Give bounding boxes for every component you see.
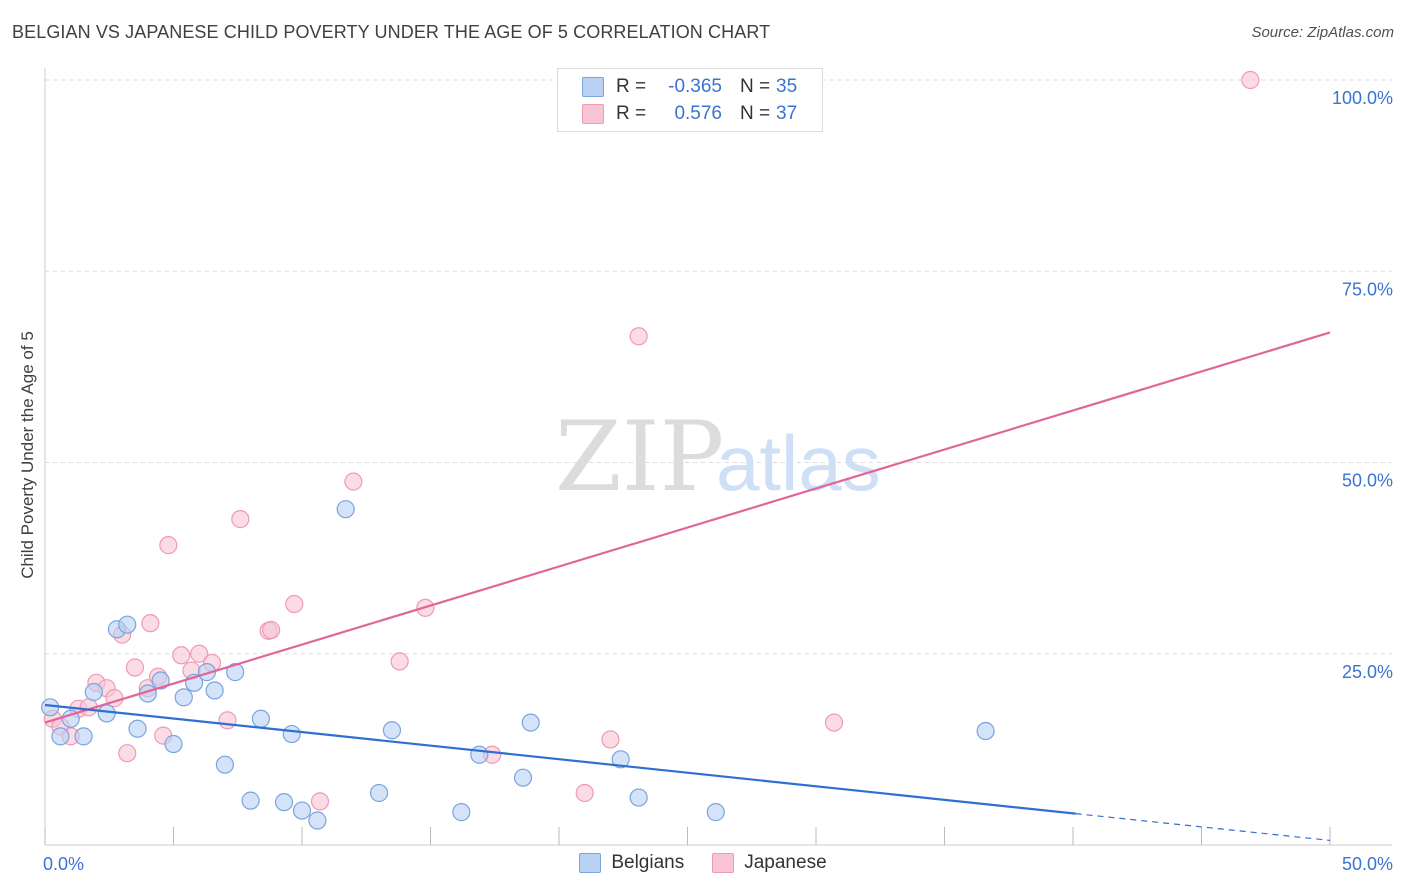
belgian-point — [382, 721, 402, 740]
belgian-point — [215, 755, 234, 774]
series-legend: Belgians Japanese — [0, 852, 1406, 874]
belgians-legend-swatch — [579, 853, 602, 873]
correlation-legend: R = -0.365 N = 35 R = 0.576 N = 37 — [557, 68, 823, 132]
japanese-point — [824, 713, 844, 732]
r-label: R = — [616, 76, 647, 97]
y-tick-label: 25.0% — [1342, 662, 1393, 682]
belgians-n-value: 35 — [776, 76, 798, 97]
belgian-point — [97, 704, 116, 723]
japanese-point — [118, 744, 137, 763]
japanese-point — [1241, 70, 1260, 90]
belgian-point — [452, 803, 471, 822]
japanese-point — [344, 472, 363, 491]
belgians-swatch — [582, 77, 604, 97]
japanese-point — [141, 614, 160, 633]
legend-row-japanese: R = 0.576 N = 37 — [582, 101, 798, 127]
belgian-point — [629, 788, 648, 807]
legend-item-belgians[interactable]: Belgians — [579, 852, 684, 874]
belgian-trend-line — [44, 703, 1076, 815]
belgian-point — [282, 724, 301, 744]
belgian-point — [205, 681, 224, 700]
japanese-point — [125, 658, 145, 677]
belgian-point — [74, 727, 93, 746]
japanese-swatch — [582, 104, 604, 124]
belgian-point — [274, 793, 294, 812]
japanese-point — [172, 646, 191, 665]
belgian-point — [308, 811, 327, 830]
watermark-atlas: atlas — [716, 419, 881, 507]
japanese-n-value: 37 — [776, 103, 798, 124]
r-label: R = — [616, 103, 647, 124]
legend-item-japanese[interactable]: Japanese — [712, 852, 827, 874]
belgian-point — [51, 727, 70, 746]
belgian-point — [164, 734, 183, 754]
japanese-legend-swatch — [712, 853, 735, 873]
japanese-point — [575, 783, 594, 803]
belgian-trend-extension — [1075, 813, 1331, 842]
belgian-point — [976, 721, 995, 741]
belgian-point — [292, 801, 312, 820]
belgian-point — [118, 615, 137, 634]
y-tick-label: 50.0% — [1342, 471, 1393, 491]
belgian-point — [521, 713, 540, 732]
x-tick-labels: 0.0% 50.0% — [43, 854, 1393, 874]
trend-lines — [44, 331, 1331, 842]
gridlines — [45, 79, 1392, 655]
japanese-legend-label: Japanese — [744, 852, 827, 873]
x-tick-label: 50.0% — [1342, 854, 1393, 874]
japanese-point — [190, 644, 209, 663]
japanese-point — [231, 510, 250, 529]
japanese-trend-line — [44, 331, 1331, 724]
japanese-r-value: 0.576 — [674, 103, 722, 124]
legend-row-belgians: R = -0.365 N = 35 — [582, 74, 798, 100]
belgian-point — [174, 688, 193, 707]
belgian-point — [470, 745, 489, 764]
belgians-r-value: -0.365 — [668, 76, 722, 97]
watermark: ZIP atlas — [555, 401, 881, 513]
belgian-point — [251, 709, 270, 728]
belgian-point — [151, 671, 170, 690]
belgian-point — [370, 783, 389, 803]
belgian-point — [706, 803, 725, 822]
n-label: N = — [740, 103, 771, 124]
x-tick-label: 0.0% — [43, 854, 84, 874]
belgian-point — [226, 663, 245, 682]
y-tick-label: 100.0% — [1332, 88, 1393, 108]
watermark-zip: ZIP — [555, 401, 724, 513]
japanese-point — [390, 652, 409, 671]
n-label: N = — [740, 76, 771, 97]
belgian-point — [197, 663, 217, 682]
japanese-point — [262, 620, 281, 640]
y-tick-labels: 25.0% 50.0% 75.0% 100.0% — [1332, 88, 1393, 682]
belgian-point — [128, 719, 147, 738]
japanese-point — [601, 730, 620, 749]
japanese-point — [285, 594, 304, 614]
belgian-point — [84, 682, 103, 702]
y-tick-label: 75.0% — [1342, 279, 1393, 299]
data-points — [41, 70, 1260, 830]
belgians-legend-label: Belgians — [611, 852, 685, 873]
source-note: Source: ZipAtlas.com — [1251, 24, 1394, 41]
japanese-point — [310, 792, 330, 811]
belgian-point — [513, 768, 533, 787]
japanese-point — [218, 711, 237, 730]
japanese-point — [629, 327, 648, 346]
belgian-point — [41, 698, 60, 717]
japanese-point — [159, 536, 178, 555]
chart-title: BELGIAN VS JAPANESE CHILD POVERTY UNDER … — [12, 22, 771, 42]
belgian-point — [611, 750, 630, 769]
belgian-point — [241, 791, 260, 810]
belgian-point — [336, 500, 355, 519]
